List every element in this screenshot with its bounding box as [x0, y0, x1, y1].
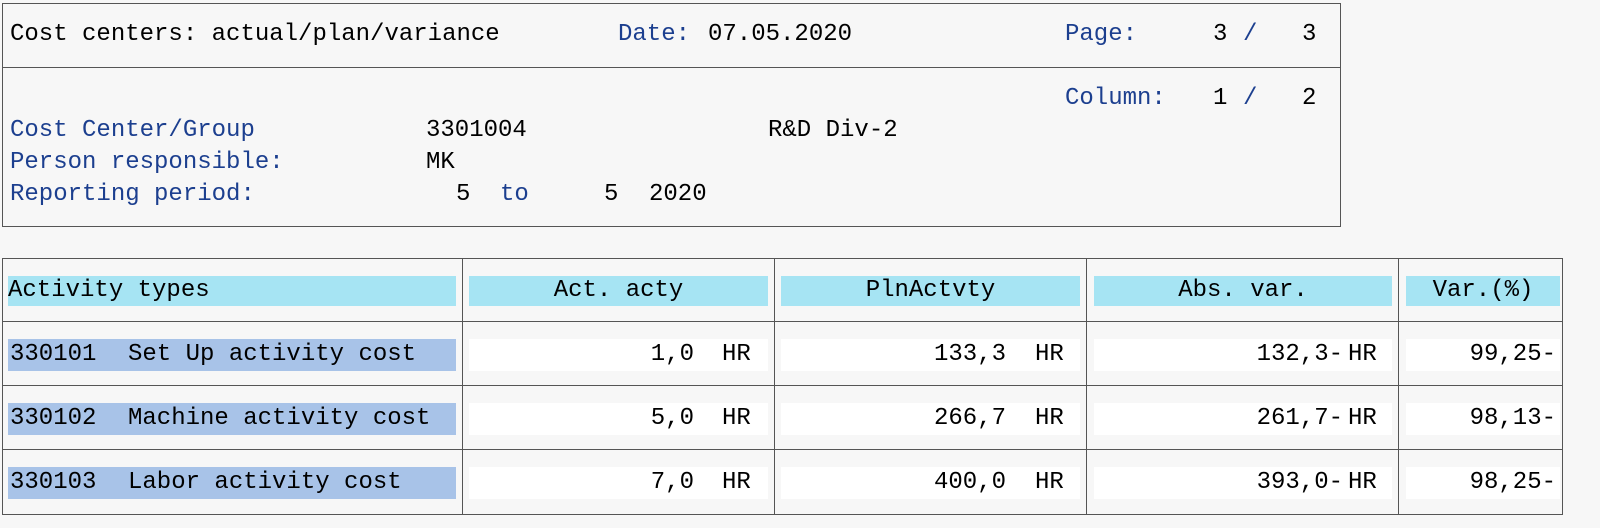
row-divider	[2, 449, 1563, 450]
value-cell	[469, 403, 768, 435]
column-header: Var.(%)	[1406, 276, 1560, 306]
activity-code: 330103	[10, 469, 97, 496]
value-cell	[1406, 403, 1560, 435]
value-cell	[1094, 403, 1392, 435]
header-divider	[2, 67, 1341, 68]
activity-code: 330101	[10, 341, 97, 368]
cell-unit: HR	[1348, 341, 1377, 368]
page: 3	[1213, 21, 1228, 48]
cell-value: 5,0	[650, 405, 694, 432]
person-label: Person responsible:	[10, 149, 284, 176]
column-header: PlnActvty	[781, 276, 1080, 306]
period-from: 5	[456, 181, 471, 208]
person: MK	[426, 149, 455, 176]
column-header: Activity types	[8, 276, 456, 306]
cell-value: 261,7-	[1256, 405, 1343, 432]
cell-unit: HR	[1348, 405, 1377, 432]
value-cell	[781, 467, 1080, 499]
activity-code: 330102	[10, 405, 97, 432]
page-total: 3	[1302, 21, 1317, 48]
column-header-text: Act. acty	[553, 277, 684, 304]
activity-cell	[8, 339, 456, 371]
value-cell	[781, 403, 1080, 435]
cell-unit: HR	[1035, 469, 1064, 496]
column-label: Column:	[1065, 85, 1166, 112]
column-sep: /	[1243, 85, 1258, 112]
cell-unit: HR	[722, 341, 751, 368]
column-divider	[462, 258, 463, 515]
value-cell	[469, 339, 768, 371]
cell-unit: HR	[1348, 469, 1377, 496]
date: 07.05.2020	[708, 21, 853, 48]
column-header-text: Activity types	[8, 277, 210, 304]
value-cell	[469, 467, 768, 499]
row-divider	[2, 385, 1563, 386]
cell-value: 400,0	[933, 469, 1006, 496]
value-cell	[1406, 467, 1560, 499]
column-divider	[1398, 258, 1399, 515]
header-box	[2, 3, 1341, 227]
page-label: Page:	[1065, 21, 1138, 48]
column-divider	[1086, 258, 1087, 515]
column-header-text: PlnActvty	[865, 277, 996, 304]
cell-value: 393,0-	[1256, 469, 1343, 496]
cost-center-label: Cost Center/Group	[10, 117, 255, 144]
date-label: Date:	[618, 21, 691, 48]
column-header: Act. acty	[469, 276, 768, 306]
column-divider	[774, 258, 775, 515]
cell-value: 7,0	[650, 469, 694, 496]
column: 1	[1213, 85, 1228, 112]
column-header: Abs. var.	[1094, 276, 1392, 306]
period-label: Reporting period:	[10, 181, 255, 208]
cell-value: 98,13-	[1469, 405, 1556, 432]
cell-value: 1,0	[650, 341, 694, 368]
cost-center: 3301004	[426, 117, 527, 144]
cell-unit: HR	[722, 469, 751, 496]
table-border	[2, 258, 1563, 515]
cell-value: 132,3-	[1256, 341, 1343, 368]
column-total: 2	[1302, 85, 1317, 112]
page-sep: /	[1243, 21, 1258, 48]
activity-cell	[8, 467, 456, 499]
value-cell	[1094, 339, 1392, 371]
activity-name: Set Up activity cost	[128, 341, 417, 368]
value-cell	[1406, 339, 1560, 371]
cell-unit: HR	[722, 405, 751, 432]
period-year: 2020	[649, 181, 707, 208]
column-header-text: Abs. var.	[1178, 277, 1308, 304]
activity-name: Machine activity cost	[128, 405, 431, 432]
report-title: Cost centers: actual/plan/variance	[10, 21, 500, 48]
cell-value: 98,25-	[1469, 469, 1556, 496]
period-to: 5	[604, 181, 619, 208]
column-header-text: Var.(%)	[1432, 277, 1534, 304]
cell-value: 99,25-	[1469, 341, 1556, 368]
value-cell	[781, 339, 1080, 371]
activity-cell	[8, 403, 456, 435]
value-cell	[1094, 467, 1392, 499]
row-divider	[2, 321, 1563, 322]
cell-value: 133,3	[933, 341, 1006, 368]
cell-unit: HR	[1035, 341, 1064, 368]
cost-center-name: R&D Div-2	[768, 117, 898, 144]
activity-name: Labor activity cost	[128, 469, 402, 496]
period-to-label: to	[500, 181, 529, 208]
cell-value: 266,7	[933, 405, 1006, 432]
cell-unit: HR	[1035, 405, 1064, 432]
